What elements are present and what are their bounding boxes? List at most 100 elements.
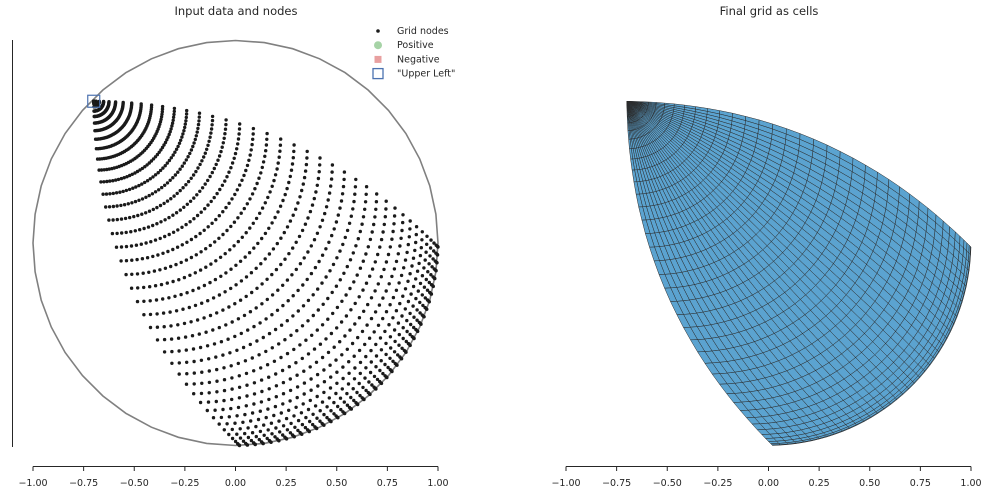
grid-node [225, 229, 228, 232]
grid-node [198, 115, 201, 118]
grid-node [355, 391, 358, 394]
grid-node [300, 189, 303, 192]
grid-node [374, 260, 377, 263]
grid-node [237, 362, 240, 365]
grid-node [147, 225, 150, 228]
grid-node [395, 309, 398, 312]
grid-node [196, 318, 199, 321]
grid-node [123, 203, 126, 206]
grid-node [412, 285, 415, 288]
grid-node [93, 129, 96, 132]
grid-node [246, 328, 249, 331]
grid-node [192, 360, 195, 363]
grid-node [339, 397, 342, 400]
grid-node [224, 118, 227, 121]
grid-node [340, 320, 343, 323]
grid-node [290, 169, 293, 172]
legend-marker [376, 29, 380, 33]
grid-node [249, 310, 252, 313]
grid-node [402, 326, 405, 329]
grid-node [434, 269, 437, 272]
grid-cell [627, 107, 628, 111]
grid-node [281, 402, 284, 405]
grid-node [378, 245, 381, 248]
grid-node [357, 237, 360, 240]
grid-node [161, 297, 164, 300]
grid-node [198, 232, 201, 235]
grid-node [316, 184, 319, 187]
grid-node [311, 203, 314, 206]
grid-node [332, 263, 335, 266]
grid-node [432, 285, 435, 288]
grid-node [404, 287, 407, 290]
grid-node [138, 228, 141, 231]
grid-node [215, 400, 218, 403]
grid-node [417, 289, 420, 292]
grid-node [279, 263, 282, 266]
grid-node [184, 183, 187, 186]
grid-node [238, 374, 241, 377]
grid-node [330, 332, 333, 335]
x-tick-label-right: 1.00 [960, 478, 981, 489]
grid-node [199, 346, 202, 349]
grid-node [353, 193, 356, 196]
grid-node [318, 163, 321, 166]
grid-node [111, 179, 114, 182]
grid-node [265, 278, 268, 281]
grid-node [397, 321, 400, 324]
grid-node [163, 235, 166, 238]
grid-node [361, 386, 364, 389]
grid-node [208, 281, 211, 284]
grid-node [248, 197, 251, 200]
grid-node [209, 244, 212, 247]
grid-node [285, 437, 288, 440]
grid-node [204, 266, 207, 269]
grid-node [132, 215, 135, 218]
grid-node [183, 276, 186, 279]
grid-node [336, 405, 339, 408]
grid-node [273, 216, 276, 219]
grid-node [280, 411, 283, 414]
grid-node [274, 405, 277, 408]
grid-node [309, 399, 312, 402]
grid-node [177, 278, 180, 281]
grid-node [423, 286, 426, 289]
grid-node [200, 382, 203, 385]
grid-node [274, 372, 277, 375]
grid-node [149, 240, 152, 243]
grid-node [155, 206, 158, 209]
grid-node [172, 113, 175, 116]
grid-node [411, 304, 414, 307]
grid-node [402, 337, 405, 340]
grid-node [373, 289, 376, 292]
grid-node [190, 238, 193, 241]
grid-node [240, 212, 243, 215]
grid-node [163, 338, 166, 341]
grid-node [422, 315, 425, 318]
grid-node [230, 387, 233, 390]
grid-node [241, 421, 244, 424]
grid-node [130, 244, 133, 247]
grid-node [233, 157, 236, 160]
grid-node [142, 286, 145, 289]
grid-node [177, 349, 180, 352]
grid-node [218, 422, 221, 425]
grid-node [223, 378, 226, 381]
grid-node [339, 278, 342, 281]
grid-node [405, 330, 408, 333]
grid-node [287, 181, 290, 184]
grid-node [231, 428, 234, 431]
grid-node [331, 291, 334, 294]
grid-node [408, 227, 411, 230]
grid-node [389, 245, 392, 248]
grid-node [252, 127, 255, 130]
grid-node [352, 280, 355, 283]
x-tick-label-right: 0.00 [758, 478, 779, 489]
grid-node [125, 231, 128, 234]
grid-node [370, 360, 373, 363]
grid-node [194, 271, 197, 274]
grid-node [154, 238, 157, 241]
x-tick-label-left: 0.00 [225, 478, 246, 489]
grid-node [195, 134, 198, 137]
grid-node [291, 314, 294, 317]
